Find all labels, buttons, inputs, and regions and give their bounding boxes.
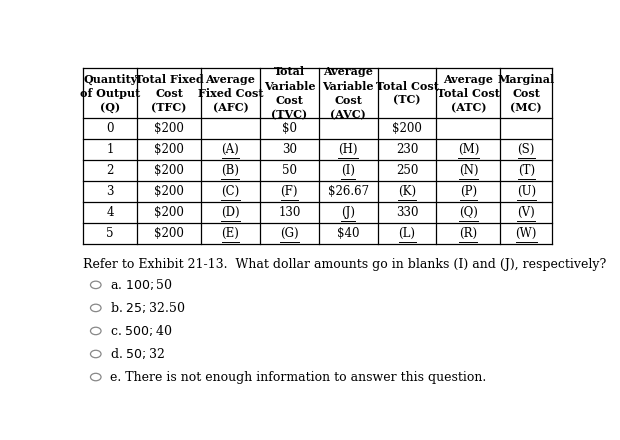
Text: 250: 250 xyxy=(396,164,418,177)
Text: (V): (V) xyxy=(518,206,535,219)
Text: Average
Total Cost
(ATC): Average Total Cost (ATC) xyxy=(437,73,500,113)
Text: d. $50; $32: d. $50; $32 xyxy=(110,346,166,362)
Text: $200: $200 xyxy=(154,206,184,219)
Text: 2: 2 xyxy=(107,164,114,177)
Text: $26.67: $26.67 xyxy=(327,185,369,198)
Text: (R): (R) xyxy=(459,227,477,240)
Text: Total
Variable
Cost
(TVC): Total Variable Cost (TVC) xyxy=(264,66,315,120)
Text: (J): (J) xyxy=(341,206,355,219)
Text: (C): (C) xyxy=(221,185,239,198)
Text: Average
Variable
Cost
(AVC): Average Variable Cost (AVC) xyxy=(322,66,374,120)
Text: 0: 0 xyxy=(107,122,114,135)
Text: Marginal
Cost
(MC): Marginal Cost (MC) xyxy=(498,73,555,113)
Text: $200: $200 xyxy=(154,185,184,198)
Text: $40: $40 xyxy=(337,227,360,240)
Text: (P): (P) xyxy=(460,185,477,198)
Text: (B): (B) xyxy=(221,164,239,177)
Text: Total Cost
(TC): Total Cost (TC) xyxy=(376,81,438,106)
Text: (S): (S) xyxy=(518,143,535,156)
Text: $200: $200 xyxy=(154,164,184,177)
Text: 230: 230 xyxy=(396,143,418,156)
Text: (T): (T) xyxy=(518,164,535,177)
Text: (F): (F) xyxy=(281,185,298,198)
Text: $200: $200 xyxy=(392,122,422,135)
Text: 130: 130 xyxy=(278,206,301,219)
Text: Total Fixed
Cost
(TFC): Total Fixed Cost (TFC) xyxy=(135,73,203,113)
Text: (W): (W) xyxy=(516,227,537,240)
Text: (A): (A) xyxy=(221,143,239,156)
Text: (D): (D) xyxy=(221,206,240,219)
Text: (E): (E) xyxy=(221,227,239,240)
Text: (L): (L) xyxy=(399,227,415,240)
Text: $0: $0 xyxy=(282,122,297,135)
Text: (G): (G) xyxy=(280,227,299,240)
Text: 1: 1 xyxy=(107,143,114,156)
Text: (U): (U) xyxy=(516,185,536,198)
Text: Quantity
of Output
(Q): Quantity of Output (Q) xyxy=(80,73,140,113)
Text: c. $500; $40: c. $500; $40 xyxy=(110,323,173,338)
Text: (M): (M) xyxy=(458,143,479,156)
Text: 50: 50 xyxy=(282,164,297,177)
Text: (N): (N) xyxy=(459,164,478,177)
Text: $200: $200 xyxy=(154,122,184,135)
Text: (I): (I) xyxy=(341,164,355,177)
Text: (K): (K) xyxy=(398,185,416,198)
Text: 5: 5 xyxy=(107,227,114,240)
Text: b. $25; $32.50: b. $25; $32.50 xyxy=(110,301,186,315)
Text: a. $100; $50: a. $100; $50 xyxy=(110,277,173,292)
Text: (H): (H) xyxy=(339,143,358,156)
Text: $200: $200 xyxy=(154,227,184,240)
Text: 30: 30 xyxy=(282,143,297,156)
Text: $200: $200 xyxy=(154,143,184,156)
Text: Refer to Exhibit 21-13.  What dollar amounts go in blanks (I) and (J), respectiv: Refer to Exhibit 21-13. What dollar amou… xyxy=(83,258,606,271)
Text: e. There is not enough information to answer this question.: e. There is not enough information to an… xyxy=(110,370,487,384)
Text: 3: 3 xyxy=(107,185,114,198)
Text: 330: 330 xyxy=(396,206,418,219)
Text: 4: 4 xyxy=(107,206,114,219)
Text: (Q): (Q) xyxy=(459,206,478,219)
Text: Average
Fixed Cost
(AFC): Average Fixed Cost (AFC) xyxy=(198,73,264,113)
